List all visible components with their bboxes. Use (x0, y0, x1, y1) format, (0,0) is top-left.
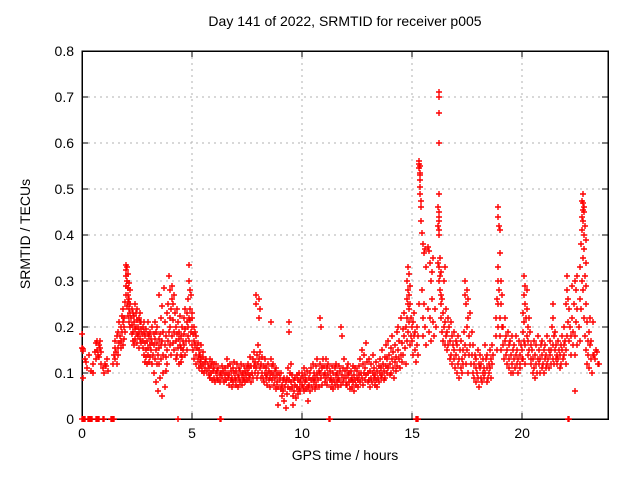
y-tick-label: 0.7 (55, 89, 75, 105)
y-tick-label: 0.5 (55, 181, 75, 197)
x-tick-label: 15 (404, 425, 420, 441)
x-axis-title: GPS time / hours (291, 447, 399, 463)
y-tick-label: 0.2 (55, 319, 75, 335)
y-tick-label: 0.6 (55, 135, 75, 151)
x-tick-label: 20 (514, 425, 530, 441)
y-tick-label: 0.4 (55, 227, 75, 243)
x-tick-label: 5 (188, 425, 196, 441)
y-tick-label: 0 (66, 411, 74, 427)
x-tick-label: 10 (294, 425, 310, 441)
plot-border (81, 50, 609, 420)
y-tick-label: 0.3 (55, 273, 75, 289)
x-tick-label: 0 (78, 425, 86, 441)
data-point-markers (79, 89, 602, 422)
y-tick-label: 0.1 (55, 365, 75, 381)
y-axis-title: SRMTID / TECUs (17, 178, 33, 290)
y-tick-label: 0.8 (55, 43, 75, 59)
chart-title: Day 141 of 2022, SRMTID for receiver p00… (208, 13, 482, 29)
